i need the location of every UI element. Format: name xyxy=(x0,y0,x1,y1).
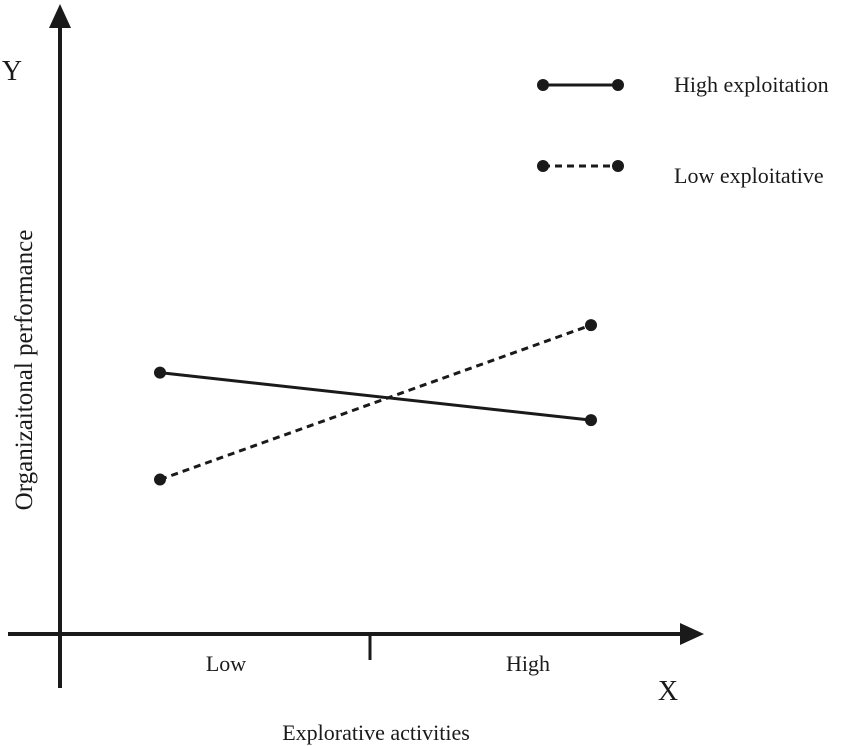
legend-marker-end-high-exploitation xyxy=(612,79,624,91)
x-axis-arrowhead xyxy=(680,623,704,645)
x-tick-label-low: Low xyxy=(206,651,246,676)
legend-marker-start-low-exploitative xyxy=(537,160,549,172)
y-axis xyxy=(49,4,71,688)
series-low-exploitative xyxy=(154,319,597,486)
x-axis-label: Explorative activities xyxy=(282,720,470,745)
legend-marker-start-high-exploitation xyxy=(537,79,549,91)
data-point-low-exploitative-high xyxy=(585,319,597,332)
data-point-low-exploitative-low xyxy=(154,473,166,486)
y-axis-arrowhead xyxy=(49,4,71,28)
x-tick-label-high: High xyxy=(506,651,550,676)
legend-item-high-exploitation: High exploitation xyxy=(537,72,829,97)
series-line-high-exploitation xyxy=(159,371,592,422)
legend-marker-end-low-exploitative xyxy=(612,160,624,172)
series-line-low-exploitative xyxy=(159,323,592,481)
series-high-exploitation xyxy=(154,366,597,427)
x-tick-labels: Low High xyxy=(206,651,550,676)
data-point-high-exploitation-high xyxy=(585,414,597,427)
series-layer xyxy=(154,319,597,486)
data-point-high-exploitation-low xyxy=(154,366,166,379)
x-axis xyxy=(8,623,704,660)
legend-label-high-exploitation: High exploitation xyxy=(674,72,829,97)
y-axis-symbol: Y xyxy=(2,56,22,87)
legend-label-low-exploitative: Low exploitative xyxy=(674,163,824,188)
y-axis-label: Organizaitonal performance xyxy=(11,230,38,511)
legend-item-low-exploitative: Low exploitative xyxy=(537,160,824,188)
x-axis-symbol: X xyxy=(658,676,678,707)
legend: High exploitation Low exploitative xyxy=(537,72,829,188)
